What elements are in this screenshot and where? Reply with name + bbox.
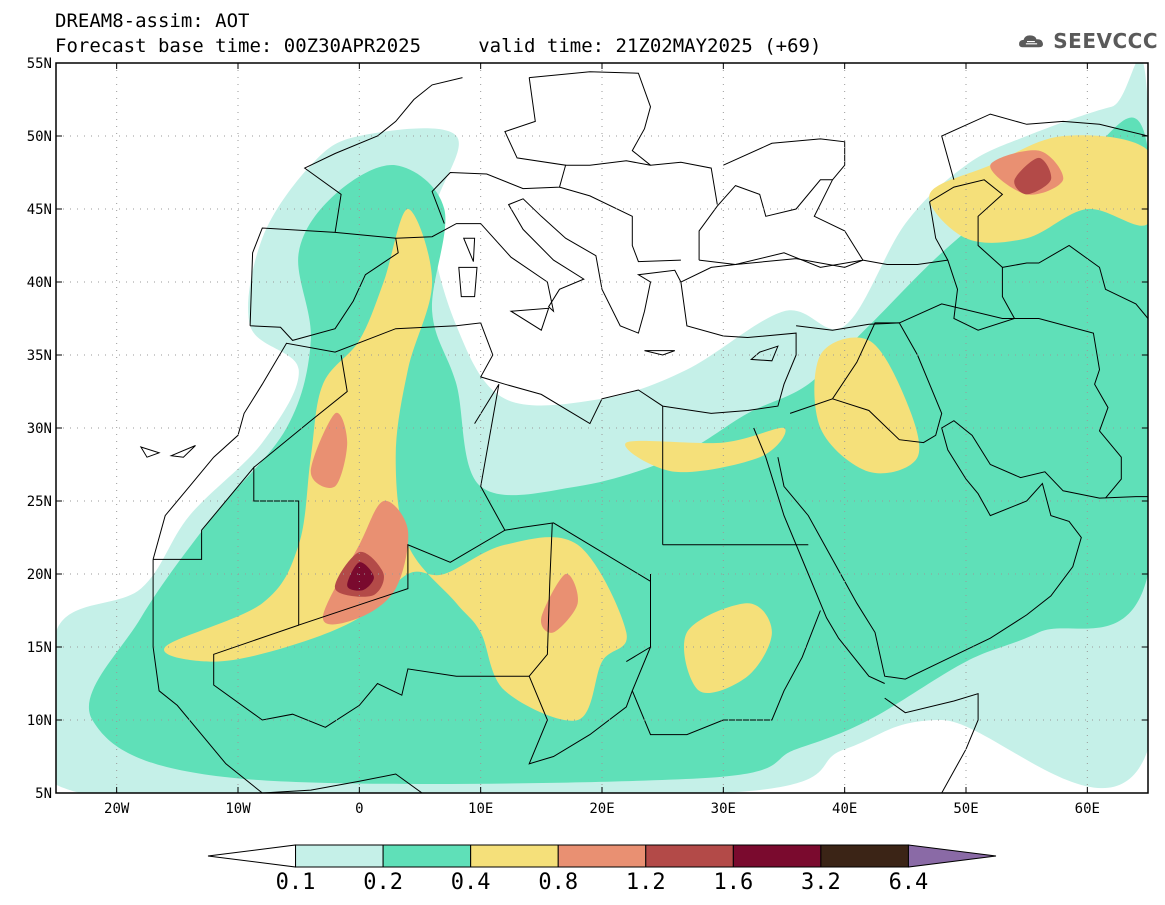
lon-label: 20E bbox=[589, 801, 614, 817]
lat-label: 55N bbox=[27, 56, 52, 72]
map-axes: 55N 50N 45N 40N 35N 30N 25N 20N 15N 10N 5N 20W 10W 0 1… bbox=[27, 56, 1148, 817]
colorbar-label: 0.8 bbox=[538, 870, 578, 895]
aot-region-level-5 bbox=[1014, 157, 1052, 195]
coast-line bbox=[631, 574, 821, 736]
colorbar-label: 0.1 bbox=[276, 870, 316, 895]
island-outline bbox=[139, 446, 161, 458]
lat-label: 35N bbox=[27, 348, 52, 364]
lon-label: 0 bbox=[355, 801, 363, 817]
coast-line bbox=[862, 259, 948, 265]
aot-region-level-3 bbox=[164, 209, 627, 721]
colorbar: 0.1 0.2 0.4 0.8 1.2 1.6 3.2 6.4 bbox=[207, 844, 997, 895]
aot-region-level-3 bbox=[814, 337, 920, 474]
colorbar-label: 1.2 bbox=[626, 870, 666, 895]
lon-label: 40E bbox=[832, 801, 857, 817]
island-outline bbox=[644, 350, 675, 356]
logo-text: SEEVCCC bbox=[1053, 29, 1158, 53]
lat-label: 30N bbox=[27, 421, 52, 437]
lat-label: 10N bbox=[27, 713, 52, 729]
island-outline bbox=[462, 237, 476, 262]
colorbar-label: 1.6 bbox=[713, 870, 753, 895]
coast-line bbox=[153, 466, 651, 663]
island-outline bbox=[749, 345, 779, 362]
aot-region-level-4 bbox=[540, 573, 579, 633]
coast-line bbox=[528, 522, 553, 677]
aot-region-level-6 bbox=[347, 562, 374, 591]
coast-line bbox=[152, 258, 864, 560]
forecast-time-label: Forecast base time: 00Z30APR2025 valid t… bbox=[55, 35, 822, 57]
coast-line bbox=[565, 160, 651, 166]
coast-line bbox=[528, 676, 633, 765]
colorbar-high-end bbox=[907, 844, 997, 868]
coast-line bbox=[152, 559, 423, 793]
colorbar-label: 3.2 bbox=[801, 870, 841, 895]
coast-line bbox=[941, 113, 1148, 180]
lat-label: 25N bbox=[27, 494, 52, 510]
lat-label: 5N bbox=[35, 786, 52, 802]
colorbar-box bbox=[820, 844, 909, 868]
colorbar-label: 0.4 bbox=[451, 870, 491, 895]
lon-label: 10W bbox=[225, 801, 251, 817]
lon-label: 50E bbox=[953, 801, 978, 817]
island-outline bbox=[458, 266, 478, 298]
colorbar-low-end bbox=[207, 844, 297, 868]
coast-line bbox=[789, 322, 943, 444]
coast-line bbox=[698, 179, 864, 268]
aot-region-level-4 bbox=[310, 412, 348, 488]
colorbar-box bbox=[295, 844, 384, 868]
island-outline bbox=[169, 445, 196, 458]
colorbar-box bbox=[732, 844, 822, 868]
colorbar-box bbox=[382, 844, 472, 868]
seevccc-logo: SEEVCCC bbox=[1018, 24, 1158, 58]
lon-label: 60E bbox=[1075, 801, 1100, 817]
coast-line bbox=[303, 77, 463, 233]
colorbar-box bbox=[645, 844, 734, 868]
aot-region-level-3 bbox=[625, 427, 786, 473]
lon-label: 20W bbox=[104, 801, 130, 817]
coast-line bbox=[249, 227, 399, 341]
coast-line bbox=[929, 179, 1016, 331]
coast-line bbox=[899, 303, 1122, 499]
lat-label: 40N bbox=[27, 275, 52, 291]
coast-line bbox=[753, 427, 885, 684]
coast-line bbox=[395, 198, 682, 334]
aot-region-level-3 bbox=[683, 603, 772, 694]
coast-line bbox=[559, 186, 681, 263]
coast-line bbox=[1002, 244, 1148, 319]
lat-label: 20N bbox=[27, 567, 52, 583]
coast-line bbox=[213, 624, 530, 728]
lat-label: 45N bbox=[27, 202, 52, 218]
lat-label: 15N bbox=[27, 640, 52, 656]
aot-field bbox=[56, 63, 1148, 793]
coast-line bbox=[723, 138, 846, 181]
island-outline bbox=[509, 307, 550, 331]
coastlines-borders bbox=[139, 71, 1148, 793]
coast-line bbox=[777, 420, 1148, 680]
lon-label: 30E bbox=[711, 801, 736, 817]
chart-title: DREAM8-assim: AOT bbox=[55, 10, 250, 32]
coast-line bbox=[253, 354, 348, 468]
colorbar-label: 6.4 bbox=[889, 870, 929, 895]
coast-line bbox=[529, 71, 718, 205]
coast-line bbox=[796, 322, 900, 331]
colorbar-box bbox=[470, 844, 559, 868]
colorbar-box bbox=[557, 844, 647, 868]
lon-label: 10E bbox=[468, 801, 493, 817]
colorbar-label: 0.2 bbox=[363, 870, 403, 895]
coast-line bbox=[474, 383, 506, 531]
lat-label: 50N bbox=[27, 129, 52, 145]
cloud-icon bbox=[1019, 35, 1043, 48]
map-grid bbox=[56, 63, 1148, 793]
